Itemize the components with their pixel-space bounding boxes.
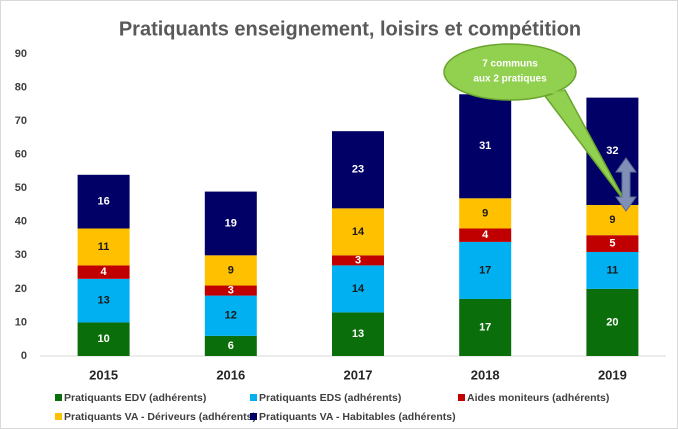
value-label: 13: [352, 328, 364, 340]
y-tick-label: 0: [21, 350, 27, 362]
value-label: 4: [482, 229, 489, 241]
value-label: 9: [228, 264, 234, 276]
value-label: 11: [607, 264, 619, 276]
bar-segment: [204, 255, 257, 286]
bar-segment: [204, 295, 257, 336]
x-tick-label: 2019: [598, 367, 627, 382]
value-label: 10: [97, 333, 109, 345]
legend-label: Pratiquants VA - Dériveurs (adhérents): [64, 411, 256, 423]
y-tick-label: 50: [15, 182, 27, 194]
bar-segment: [77, 228, 130, 266]
value-label: 20: [606, 316, 618, 328]
value-label: 3: [355, 254, 361, 266]
legend-label: Pratiquants VA - Habitables (adhérents): [259, 411, 456, 423]
double-arrow: [615, 157, 637, 212]
legend-swatch: [55, 413, 62, 420]
x-tick-label: 2016: [216, 367, 245, 382]
bar-segment: [204, 285, 257, 296]
value-label: 14: [352, 283, 365, 295]
bar-segment: [459, 94, 512, 199]
legend-label: Pratiquants EDV (adhérents): [64, 392, 206, 404]
x-tick-label: 2015: [89, 367, 118, 382]
value-label: 17: [479, 264, 491, 276]
value-label: 23: [352, 164, 364, 176]
value-label: 13: [97, 295, 109, 307]
value-label: 6: [228, 340, 234, 352]
callout: [443, 43, 577, 101]
bar-segment: [332, 265, 384, 313]
bar-segment: [332, 312, 384, 356]
callout: [548, 90, 565, 94]
y-tick-label: 20: [15, 283, 27, 295]
bar-segment: [586, 288, 639, 356]
value-label: 17: [479, 321, 491, 333]
chart-title: Pratiquants enseignement, loisirs et com…: [119, 18, 581, 40]
y-tick-label: 60: [15, 149, 27, 161]
bar-segment: [332, 255, 384, 266]
y-tick-label: 90: [15, 48, 27, 60]
value-label: 32: [606, 145, 618, 157]
value-label: 4: [101, 266, 108, 278]
legend-swatch: [55, 394, 62, 401]
value-label: 19: [225, 217, 237, 229]
bar-segment: [204, 335, 257, 356]
value-label: 11: [98, 241, 110, 253]
y-tick-label: 10: [15, 316, 27, 328]
bar-segment: [332, 208, 384, 256]
bar-segment: [586, 205, 639, 236]
x-tick-label: 2018: [471, 367, 500, 382]
x-tick-label: 2017: [344, 367, 373, 382]
bar-segment: [459, 298, 512, 356]
bar-segment: [77, 174, 130, 229]
annotation: 7 communs: [482, 59, 538, 70]
y-tick-label: 30: [15, 249, 27, 261]
bar-segment: [459, 241, 512, 299]
value-label: 5: [609, 237, 615, 249]
value-label: 9: [609, 214, 615, 226]
legend-swatch: [250, 394, 257, 401]
bar-segment: [586, 235, 639, 252]
y-tick-label: 70: [15, 115, 27, 127]
value-label: 9: [482, 207, 488, 219]
legend-label: Aides moniteurs (adhérents): [467, 392, 609, 404]
legend-label: Pratiquants EDS (adhérents): [259, 392, 401, 404]
bar-segment: [586, 251, 639, 289]
value-label: 16: [97, 196, 109, 208]
legend-swatch: [250, 413, 257, 420]
bar-segment: [459, 228, 512, 242]
bar-segment: [77, 322, 130, 356]
y-tick-label: 80: [15, 81, 27, 93]
value-label: 31: [479, 140, 491, 152]
legend-swatch: [458, 394, 465, 401]
bar-segment: [332, 131, 384, 209]
bar-segment: [77, 278, 130, 323]
value-label: 3: [228, 284, 234, 296]
bar-segment: [459, 198, 512, 229]
value-label: 14: [352, 226, 365, 238]
value-label: 12: [225, 310, 237, 322]
bar-segment: [77, 265, 130, 279]
bar-segment: [204, 191, 257, 256]
annotation: aux 2 pratiques: [473, 74, 547, 85]
y-tick-label: 40: [15, 216, 27, 228]
